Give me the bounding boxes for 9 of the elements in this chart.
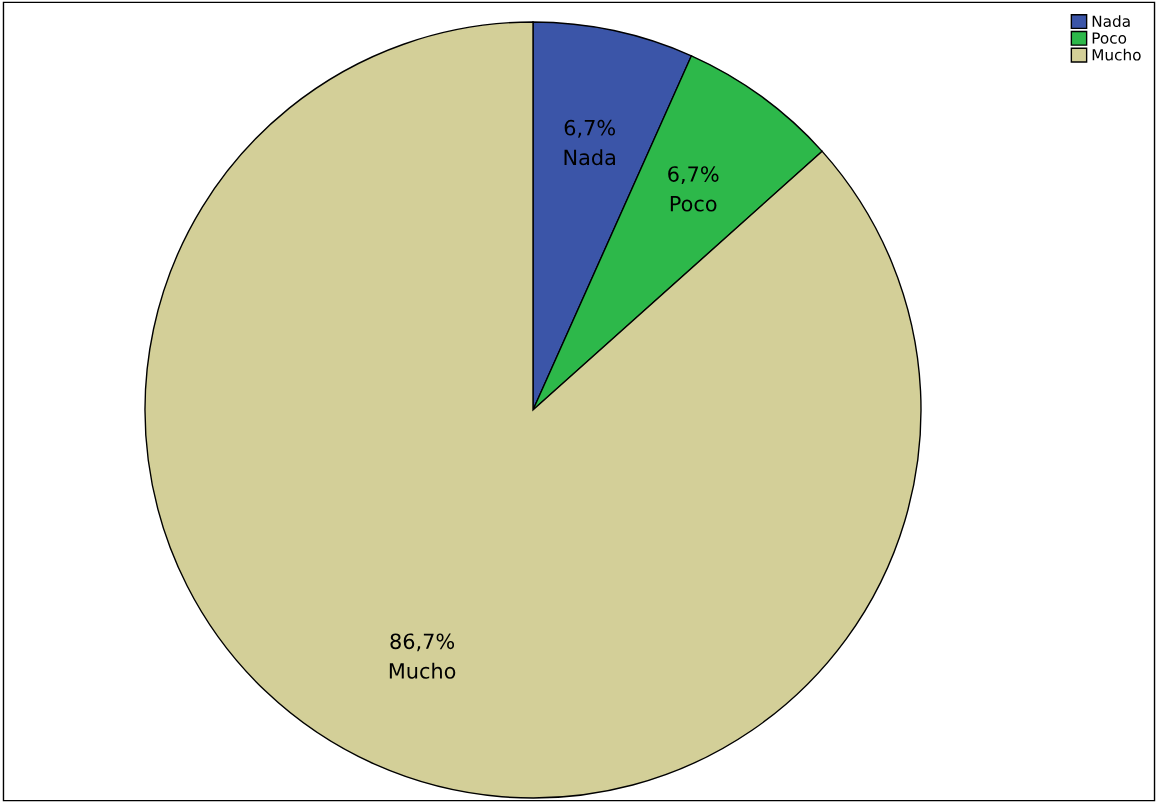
slice-label: Nada: [564, 149, 615, 166]
data-label: 6,7%: [668, 166, 719, 185]
data-label: 86,7%: [390, 633, 455, 652]
legend-label: Nada: [1092, 15, 1130, 27]
slice-label: Mucho: [389, 662, 456, 679]
legend-label: Poco: [1092, 32, 1127, 44]
slice-label: Poco: [670, 196, 717, 212]
data-label: 6,7%: [564, 119, 616, 138]
legend-label: Mucho: [1092, 48, 1141, 61]
